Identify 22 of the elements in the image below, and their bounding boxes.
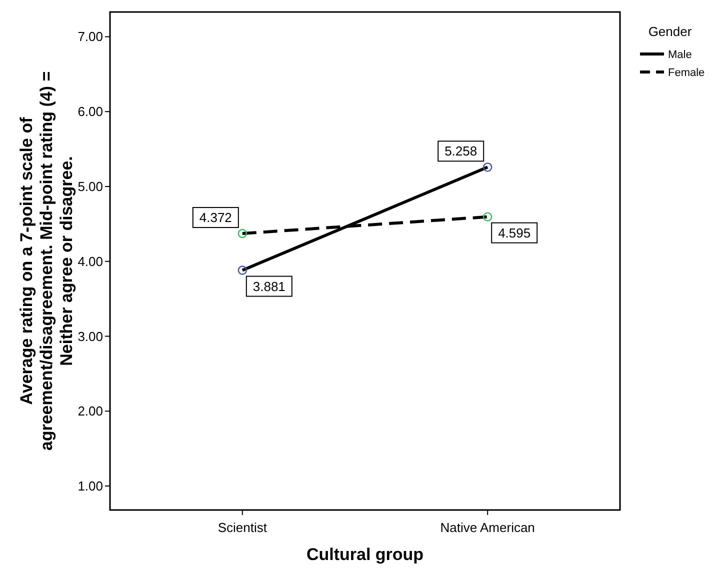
legend-title: Gender <box>648 24 692 39</box>
y-tick-label: 7.00 <box>78 29 103 44</box>
point <box>482 162 492 172</box>
data-label: 4.595 <box>498 225 531 240</box>
y-tick-label: 1.00 <box>78 478 103 494</box>
data-label: 5.258 <box>444 144 478 159</box>
legend-label: Male <box>668 49 692 61</box>
x-axis-title: Cultural group <box>306 545 424 564</box>
legend-label: Female <box>668 67 705 79</box>
y-tick-label: 6.00 <box>78 104 103 120</box>
y-tick-label: 2.00 <box>78 404 103 419</box>
point <box>482 212 492 222</box>
y-tick-label: 3.00 <box>78 328 103 344</box>
x-tick-label: Native American <box>440 520 535 535</box>
x-tick-label: Scientist <box>218 520 268 535</box>
point <box>238 228 248 238</box>
y-tick-label: 4.00 <box>78 254 103 269</box>
point <box>238 266 248 275</box>
data-label: 4.372 <box>199 210 232 226</box>
data-label: 3.881 <box>252 278 286 294</box>
y-tick-label: 5.00 <box>78 178 103 194</box>
y-axis-title: Average rating on a 7-point scale of agreement/disagreement. Mid-point rating (4) = Neither agree or disagree. <box>17 71 76 451</box>
